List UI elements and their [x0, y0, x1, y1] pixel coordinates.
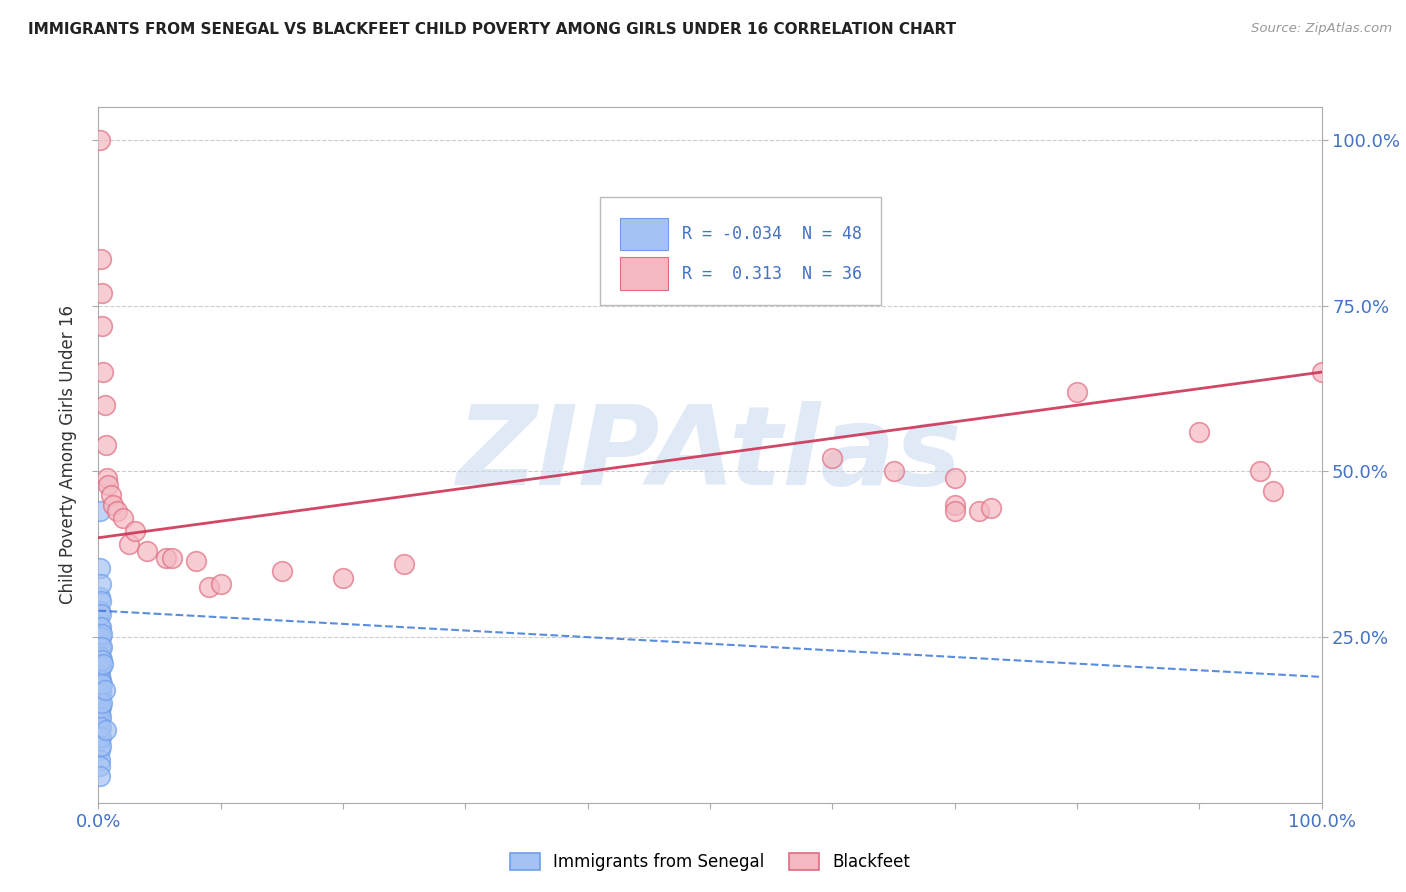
Point: [89, 640, 111, 654]
Point: [89, 732, 111, 747]
Point: [96, 471, 118, 485]
Point: [101, 498, 124, 512]
Point: [89, 504, 111, 518]
Text: R =  0.313  N = 36: R = 0.313 N = 36: [682, 265, 862, 283]
Point: [91, 365, 114, 379]
Point: [89, 633, 111, 648]
Point: [89, 620, 111, 634]
Point: [91, 640, 114, 654]
Point: [90, 686, 112, 700]
Point: [93, 683, 115, 698]
Point: [89, 706, 111, 721]
Point: [89, 673, 111, 688]
FancyBboxPatch shape: [620, 218, 668, 251]
Point: [89, 591, 111, 605]
Point: [89, 604, 111, 618]
Point: [90, 593, 112, 607]
Point: [270, 564, 294, 578]
Point: [89, 713, 111, 727]
Point: [89, 743, 111, 757]
Point: [1261, 484, 1284, 499]
Point: [1188, 425, 1211, 439]
Point: [155, 550, 177, 565]
Y-axis label: Child Poverty Among Girls Under 16: Child Poverty Among Girls Under 16: [59, 305, 77, 605]
Point: [197, 581, 219, 595]
Point: [90, 252, 112, 267]
Legend: Immigrants from Senegal, Blackfeet: Immigrants from Senegal, Blackfeet: [503, 847, 917, 878]
Point: [94, 723, 117, 737]
Point: [1249, 465, 1271, 479]
Point: [89, 686, 111, 700]
Point: [821, 451, 844, 466]
Point: [91, 285, 114, 300]
Point: [91, 697, 114, 711]
Point: [90, 620, 112, 634]
Point: [209, 577, 232, 591]
Point: [87, 627, 110, 641]
Point: [94, 438, 117, 452]
Text: IMMIGRANTS FROM SENEGAL VS BLACKFEET CHILD POVERTY AMONG GIRLS UNDER 16 CORRELAT: IMMIGRANTS FROM SENEGAL VS BLACKFEET CHI…: [28, 22, 956, 37]
Point: [392, 558, 416, 572]
Point: [89, 693, 111, 707]
Point: [93, 398, 115, 412]
Point: [90, 660, 112, 674]
Point: [97, 477, 120, 491]
Point: [90, 607, 112, 621]
Point: [90, 673, 112, 688]
Point: [90, 640, 112, 654]
Point: [883, 465, 905, 479]
Point: [89, 769, 111, 783]
Point: [89, 660, 111, 674]
Point: [1066, 384, 1088, 399]
Point: [118, 537, 141, 551]
Point: [91, 657, 114, 671]
Point: [111, 511, 134, 525]
Text: Source: ZipAtlas.com: Source: ZipAtlas.com: [1251, 22, 1392, 36]
Point: [90, 709, 112, 723]
Point: [89, 666, 111, 681]
Point: [90, 699, 112, 714]
Point: [943, 498, 966, 512]
Point: [332, 570, 354, 584]
Point: [90, 730, 112, 744]
Point: [967, 504, 990, 518]
Point: [89, 133, 111, 147]
Point: [89, 723, 111, 737]
Point: [91, 676, 114, 690]
Point: [943, 471, 966, 485]
Point: [87, 610, 110, 624]
Point: [91, 627, 114, 641]
Point: [91, 318, 114, 333]
Text: R = -0.034  N = 48: R = -0.034 N = 48: [682, 225, 862, 243]
Point: [90, 720, 112, 734]
Point: [980, 500, 1002, 515]
Point: [124, 524, 146, 538]
Point: [90, 577, 112, 591]
FancyBboxPatch shape: [600, 197, 882, 305]
Point: [89, 560, 111, 574]
Point: [160, 550, 183, 565]
FancyBboxPatch shape: [620, 257, 668, 290]
Point: [89, 759, 111, 773]
Point: [186, 554, 208, 568]
Point: [100, 488, 122, 502]
Point: [91, 653, 114, 667]
Point: [89, 699, 111, 714]
Point: [89, 680, 111, 694]
Point: [89, 650, 111, 665]
Point: [136, 544, 159, 558]
Point: [105, 504, 128, 518]
Point: [90, 650, 112, 665]
Text: ZIPAtlas: ZIPAtlas: [457, 401, 963, 508]
Point: [1310, 365, 1333, 379]
Point: [89, 753, 111, 767]
Point: [90, 630, 112, 644]
Point: [90, 739, 112, 754]
Point: [943, 504, 966, 518]
